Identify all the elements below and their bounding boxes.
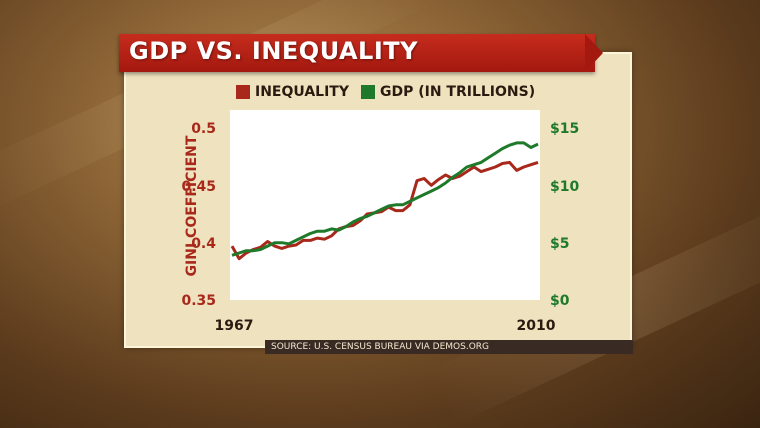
legend-swatch-gdp <box>360 85 375 99</box>
page-title: GDP VS. INEQUALITY <box>129 37 419 65</box>
y-tick-right: $15 <box>550 121 579 137</box>
x-tick: 2010 <box>517 318 556 334</box>
chart-legend: INEQUALITY GDP (IN TRILLIONS) <box>236 84 541 100</box>
y-tick-right: $10 <box>550 179 579 195</box>
source-caption: SOURCE: U.S. CENSUS BUREAU VIA DEMOS.ORG <box>265 340 633 354</box>
series-line-inequality <box>230 160 539 261</box>
series-line-gdp <box>231 141 539 257</box>
y-tick-left: 0.4 <box>191 236 216 252</box>
legend-label-gdp: GDP (IN TRILLIONS) <box>379 84 536 100</box>
plot-area <box>230 110 540 300</box>
y-axis-label-left: GINI COEFFICIENT <box>184 135 200 276</box>
y-tick-left: 0.35 <box>181 293 216 309</box>
legend-item-gdp: GDP (IN TRILLIONS) <box>360 84 536 100</box>
legend-swatch-inequality <box>236 85 250 99</box>
y-tick-left: 0.5 <box>191 121 216 137</box>
legend-item-inequality: INEQUALITY <box>236 84 349 100</box>
y-tick-right: $0 <box>550 293 570 309</box>
legend-label-inequality: INEQUALITY <box>255 84 349 100</box>
x-tick: 1967 <box>215 318 254 334</box>
y-tick-right: $5 <box>550 236 569 252</box>
title-banner: GDP VS. INEQUALITY <box>119 34 595 72</box>
title-banner-tail <box>585 34 603 72</box>
y-tick-left: 0.45 <box>181 179 216 195</box>
